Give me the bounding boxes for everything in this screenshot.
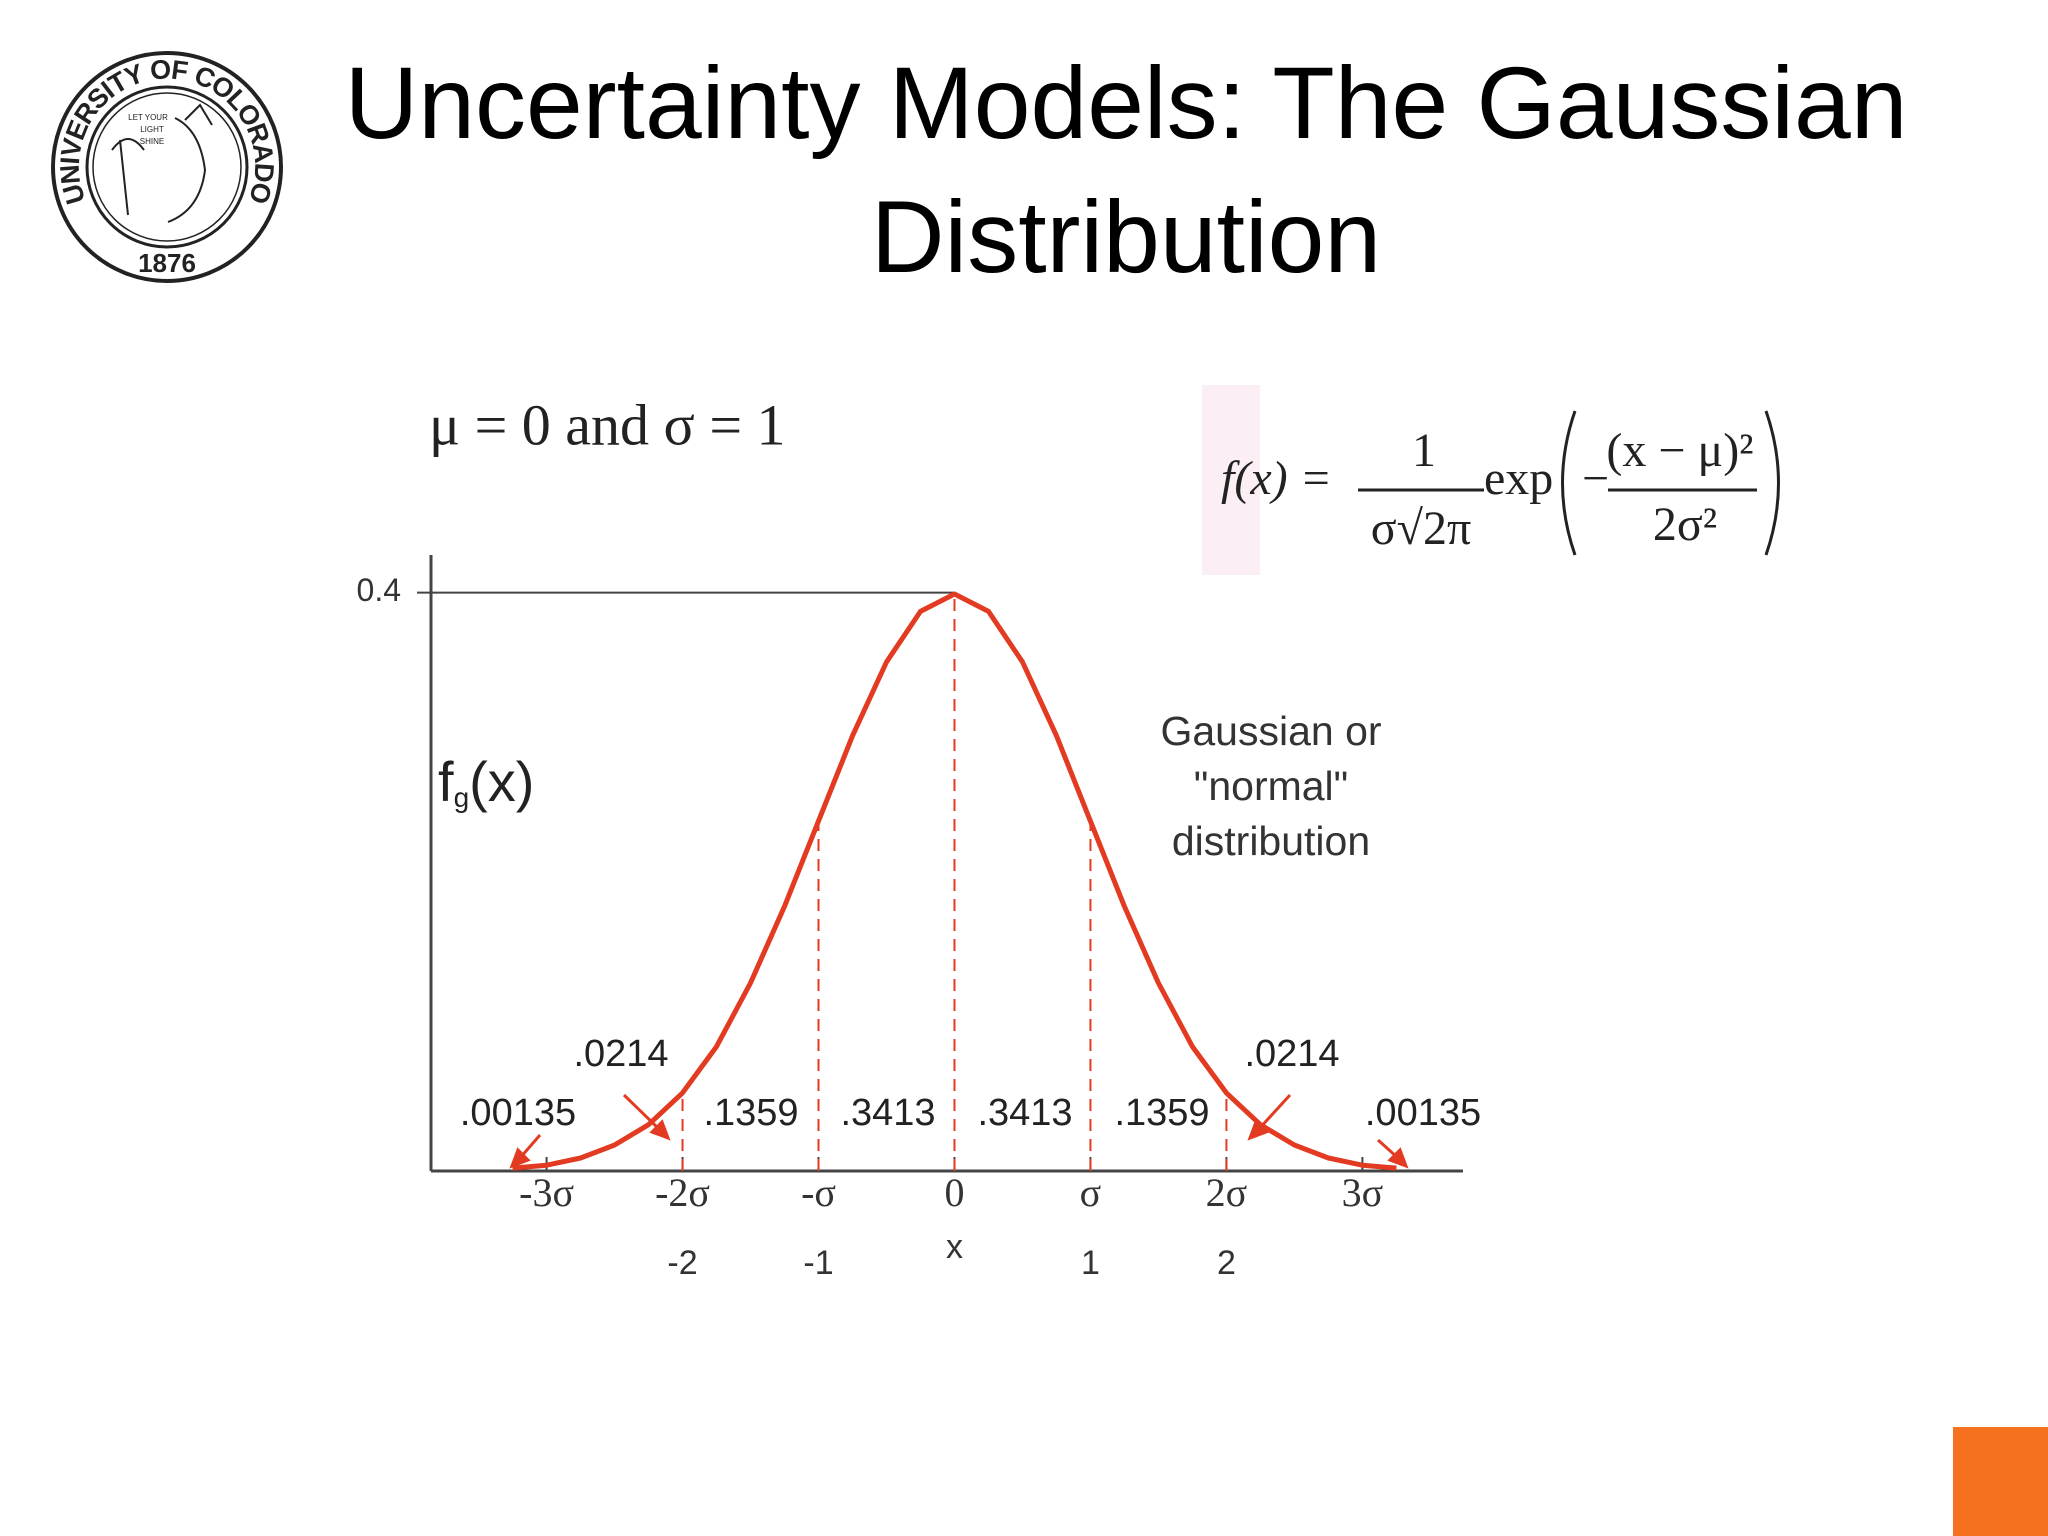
paren — [1561, 410, 1577, 556]
area-label: .1359 — [703, 1092, 798, 1134]
annotation: distribution — [1172, 818, 1370, 864]
area-label: .00135 — [1365, 1092, 1481, 1134]
formula-denominator: σ√2π — [1371, 502, 1471, 555]
area-label: .0214 — [1244, 1033, 1339, 1075]
x-tick-label: σ — [1080, 1170, 1102, 1215]
x-tick-label: 3σ — [1342, 1170, 1384, 1215]
x-unit-tick-label: 2 — [1217, 1244, 1236, 1282]
logo — [51, 51, 283, 283]
corner-accent — [1953, 1427, 2048, 1536]
logo-ring — [92, 92, 242, 242]
x-unit-tick-label: -2 — [667, 1244, 697, 1282]
arrowhead — [649, 1119, 671, 1141]
x-axis-label: x — [946, 1228, 963, 1266]
y-axis-label-main: f — [438, 750, 454, 813]
y-axis-label-rest: (x) — [469, 750, 534, 813]
area-label: .3413 — [840, 1092, 935, 1134]
area-label: .00135 — [460, 1092, 576, 1134]
y-axis-label-sub: g — [454, 782, 470, 813]
logo-ring — [51, 51, 283, 283]
formula-numerator: 1 — [1412, 424, 1436, 477]
formula-minus: − — [1582, 452, 1609, 505]
x-tick-label: -2σ — [655, 1170, 710, 1215]
curve — [512, 591, 1397, 1171]
logo-year: 1876 — [138, 248, 196, 278]
area-label: .3413 — [977, 1092, 1072, 1134]
formula-highlight — [1202, 385, 1260, 575]
annotation: Gaussian or — [1160, 708, 1381, 754]
x-tick-label: -σ — [801, 1170, 836, 1215]
parameters: μ = 0 and σ = 1 — [429, 392, 786, 457]
formula-function: exp — [1484, 452, 1553, 505]
formula-inner-numerator: (x − μ)² — [1606, 424, 1753, 477]
paren — [1764, 410, 1780, 556]
slide-title: Distribution — [871, 180, 1381, 294]
logo-motto: LIGHT — [140, 125, 164, 134]
arrowhead — [509, 1147, 531, 1169]
annotation: "normal" — [1194, 763, 1348, 809]
formula-inner-denominator: 2σ² — [1653, 498, 1717, 551]
x-unit-tick-label: -1 — [803, 1244, 833, 1282]
x-unit-tick-label: 1 — [1081, 1244, 1100, 1282]
x-tick-label: 0 — [944, 1170, 964, 1215]
arrowhead — [1387, 1147, 1409, 1169]
logo-motto: SHINE — [140, 137, 164, 146]
logo-motto: LET YOUR — [128, 113, 168, 122]
x-tick-label: -3σ — [519, 1170, 574, 1215]
area-label: .1359 — [1114, 1092, 1209, 1134]
arrow — [622, 1093, 662, 1132]
formula: f(x) = 1 σ√2π exp − (x − μ)² 2σ² — [1221, 410, 1780, 556]
logo-ring — [85, 85, 249, 249]
slide-title: Uncertainty Models: The Gaussian — [345, 46, 1908, 160]
area-label: .0214 — [573, 1033, 668, 1075]
formula-lhs: f(x) = — [1221, 452, 1332, 505]
y-axis-label: fg(x) — [438, 750, 534, 814]
logo-figure — [111, 103, 213, 223]
y-tick-label: 0.4 — [357, 572, 401, 608]
x-tick-label: 2σ — [1206, 1170, 1248, 1215]
